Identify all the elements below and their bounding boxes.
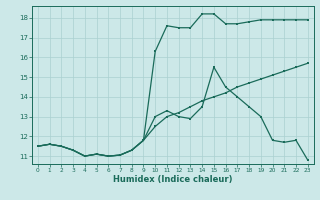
X-axis label: Humidex (Indice chaleur): Humidex (Indice chaleur) — [113, 175, 233, 184]
